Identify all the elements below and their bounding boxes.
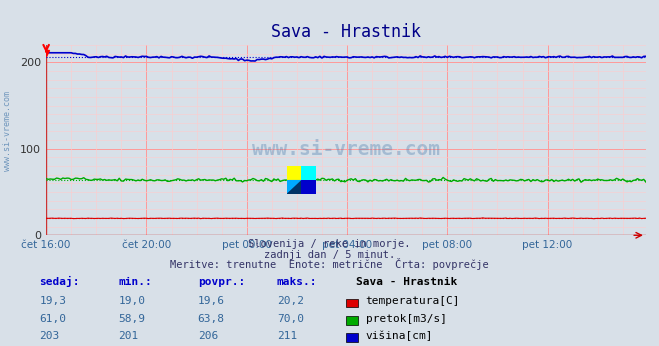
- Text: zadnji dan / 5 minut.: zadnji dan / 5 minut.: [264, 250, 395, 260]
- Text: temperatura[C]: temperatura[C]: [366, 297, 460, 307]
- Text: 19,6: 19,6: [198, 297, 225, 307]
- Title: Sava - Hrastnik: Sava - Hrastnik: [271, 22, 421, 40]
- Text: 20,2: 20,2: [277, 297, 304, 307]
- Text: min.:: min.:: [119, 277, 152, 288]
- Text: 203: 203: [40, 331, 60, 341]
- Text: 211: 211: [277, 331, 297, 341]
- Text: www.si-vreme.com: www.si-vreme.com: [3, 91, 13, 172]
- Bar: [302, 180, 316, 194]
- Bar: [287, 166, 302, 180]
- Polygon shape: [287, 180, 302, 194]
- Bar: [302, 166, 316, 180]
- Text: maks.:: maks.:: [277, 277, 317, 288]
- Text: pretok[m3/s]: pretok[m3/s]: [366, 314, 447, 324]
- Text: 19,3: 19,3: [40, 297, 67, 307]
- Text: povpr.:: povpr.:: [198, 277, 245, 288]
- Text: www.si-vreme.com: www.si-vreme.com: [252, 140, 440, 159]
- Text: višina[cm]: višina[cm]: [366, 331, 433, 341]
- Text: 19,0: 19,0: [119, 297, 146, 307]
- Text: Slovenija / reke in morje.: Slovenija / reke in morje.: [248, 239, 411, 249]
- Text: 58,9: 58,9: [119, 314, 146, 324]
- Text: 61,0: 61,0: [40, 314, 67, 324]
- Text: 70,0: 70,0: [277, 314, 304, 324]
- Text: 63,8: 63,8: [198, 314, 225, 324]
- Text: 201: 201: [119, 331, 139, 341]
- Text: 206: 206: [198, 331, 218, 341]
- Text: Sava - Hrastnik: Sava - Hrastnik: [356, 277, 457, 288]
- Polygon shape: [287, 180, 302, 194]
- Text: Meritve: trenutne  Enote: metrične  Črta: povprečje: Meritve: trenutne Enote: metrične Črta: …: [170, 258, 489, 270]
- Text: sedaj:: sedaj:: [40, 276, 80, 288]
